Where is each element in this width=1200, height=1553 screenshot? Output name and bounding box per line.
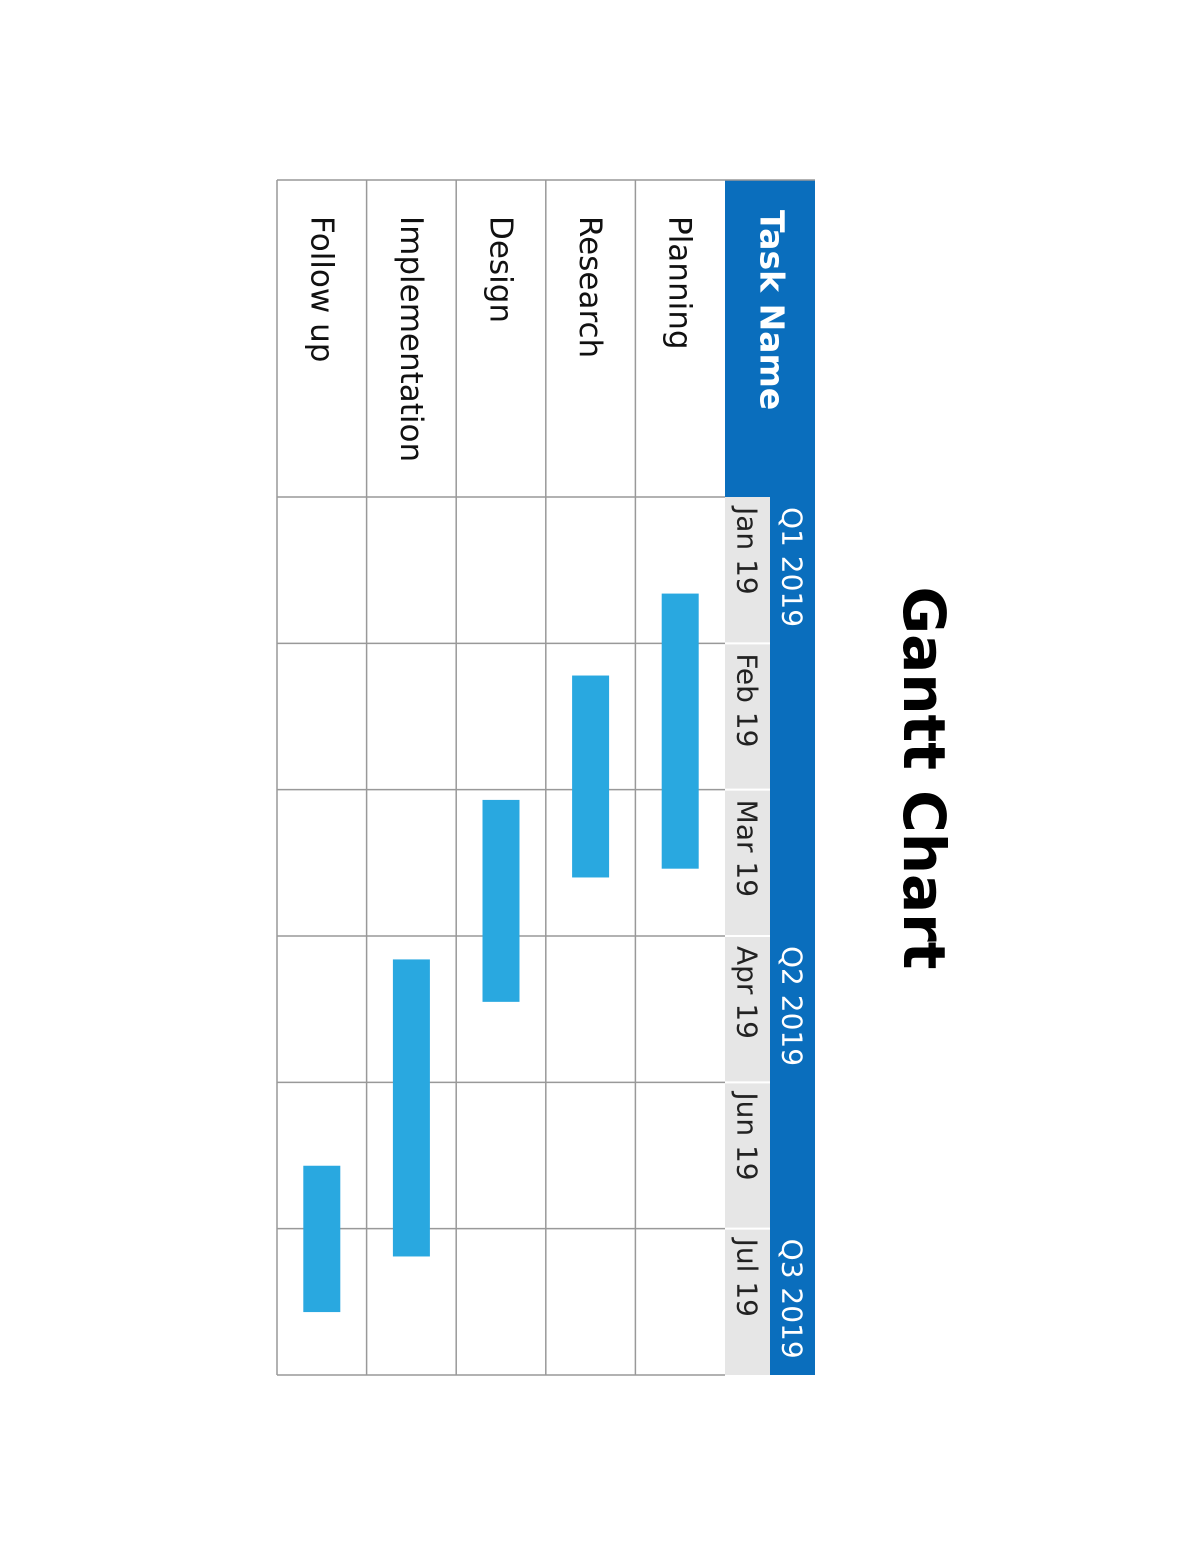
quarter-label: Q2 2019 [776,946,809,1066]
month-label: Apr 19 [731,946,764,1039]
month-label: Jan 19 [731,505,764,595]
task-bar [392,959,430,1257]
month-label: Jul 19 [731,1237,764,1317]
task-label: Follow up [303,216,339,362]
month-label: Mar 19 [731,800,764,897]
rotated-page: Gantt Chart Task Name Jan 19 Q1 2019 Feb 19… [276,179,958,1376]
month-label: Feb 19 [731,653,764,747]
task-bar [572,675,610,878]
month-label: Jun 19 [731,1090,764,1180]
task-bar [303,1165,341,1313]
task-label: Planning [662,216,698,350]
quarter-label: Q3 2019 [776,1239,809,1359]
task-label: Design [483,216,519,323]
task-header-bg [725,180,815,497]
quarter-header-bg [770,497,815,1375]
task-bar [661,593,699,869]
quarter-label: Q1 2019 [776,507,809,627]
task-label: Implementation [393,216,429,462]
task-header: Task Name [753,210,792,410]
task-bar [482,799,520,1002]
task-label: Research [572,216,608,358]
chart-title: Gantt Chart [890,586,958,969]
